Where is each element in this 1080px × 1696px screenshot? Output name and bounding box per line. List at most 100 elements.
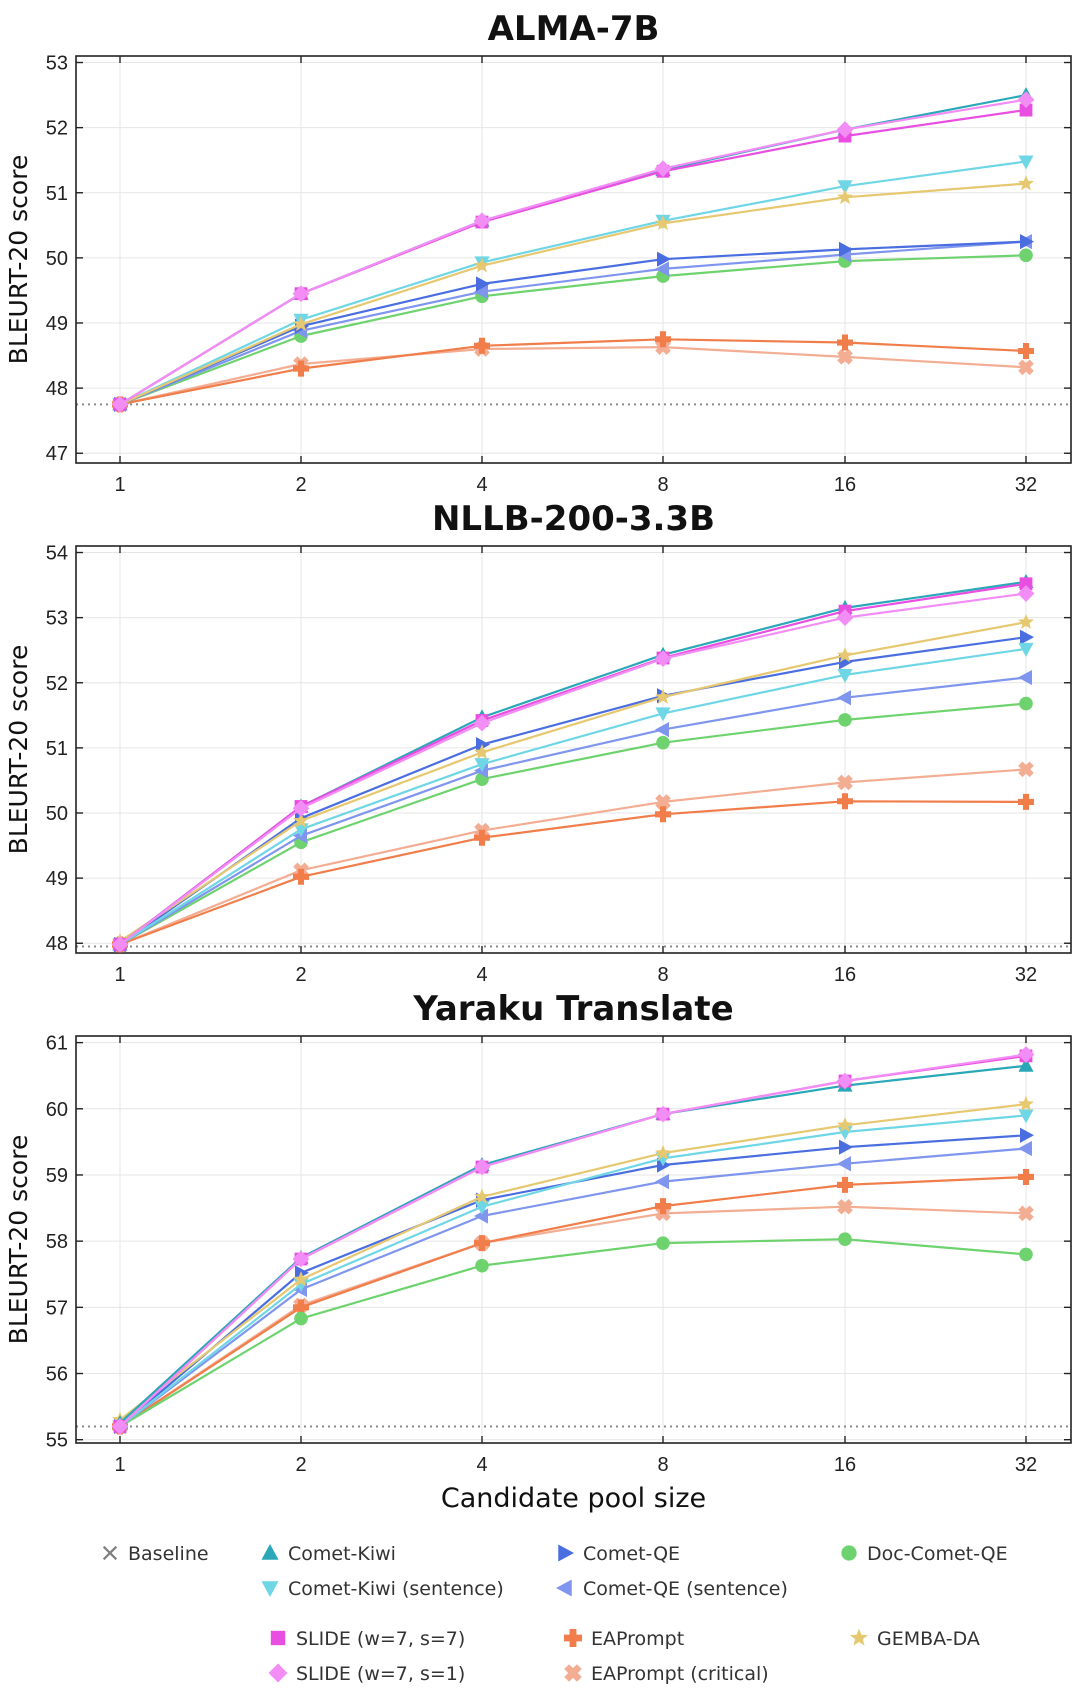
x-tick-label: 32 — [1015, 1454, 1037, 1476]
legend-marker — [261, 1581, 279, 1597]
data-point — [292, 800, 310, 817]
data-point — [654, 650, 672, 668]
data-point — [655, 794, 671, 810]
legend-marker — [564, 1664, 582, 1682]
y-tick-label: 58 — [46, 1231, 68, 1253]
data-point — [1018, 1168, 1034, 1185]
data-point — [293, 315, 309, 332]
data-point — [1018, 342, 1034, 359]
data-point — [657, 251, 671, 267]
y-tick-label: 55 — [46, 1430, 68, 1452]
data-point — [1018, 642, 1034, 657]
data-point — [474, 758, 490, 773]
data-point — [655, 214, 671, 231]
data-point — [837, 774, 853, 791]
series-line — [119, 1053, 1027, 1428]
series-eaprompt-critical — [112, 761, 1034, 953]
x-tick-label: 1 — [114, 1454, 125, 1476]
series-comet-kiwi-sentence — [112, 1109, 1034, 1435]
data-point — [293, 360, 309, 377]
legend-item-baseline: Baseline — [102, 1543, 209, 1565]
x-tick-label: 16 — [834, 1454, 856, 1476]
series-line — [119, 1134, 1027, 1428]
legend-marker — [841, 1545, 857, 1561]
data-point — [1019, 577, 1033, 591]
data-point — [1018, 359, 1034, 376]
data-point — [837, 647, 853, 663]
legend-item-doc-comet-qe: Doc-Comet-QE — [841, 1543, 1008, 1565]
series-slide-w-7-s-1 — [111, 91, 1035, 413]
legend-item-slide-w-7-s-1: SLIDE (w=7, s=1) — [268, 1663, 465, 1685]
series-comet-kiwi — [112, 87, 1034, 411]
legend-label: Baseline — [128, 1543, 209, 1565]
data-point — [837, 690, 851, 706]
data-point — [654, 160, 672, 178]
y-tick-label: 59 — [46, 1165, 68, 1187]
x-tick-label: 16 — [834, 474, 856, 496]
y-tick-label: 51 — [46, 738, 68, 760]
x-tick-label: 16 — [834, 964, 856, 986]
x-tick-label: 8 — [657, 964, 668, 986]
legend-label: SLIDE (w=7, s=1) — [296, 1663, 465, 1685]
legend-item-gemba-da: GEMBA-DA — [850, 1628, 980, 1650]
x-axis-label: Candidate pool size — [441, 1483, 706, 1514]
data-point — [1018, 793, 1034, 810]
series-gemba-da — [112, 1095, 1034, 1427]
series-line — [119, 582, 1027, 946]
series-line — [119, 254, 1027, 406]
data-point — [476, 737, 490, 753]
legend-item-slide-w-7-s-7: SLIDE (w=7, s=7) — [270, 1628, 465, 1650]
data-point — [474, 829, 490, 846]
series-slide-w-7-s-1 — [111, 585, 1035, 953]
data-point — [474, 337, 490, 354]
y-tick-label: 49 — [46, 313, 68, 335]
y-tick-label: 47 — [46, 443, 68, 465]
series-line — [119, 240, 1027, 406]
data-point — [1018, 1057, 1034, 1072]
data-point — [839, 241, 853, 258]
data-point — [655, 722, 669, 738]
series-line — [119, 768, 1027, 946]
data-point — [656, 735, 670, 750]
y-tick-label: 48 — [46, 378, 68, 400]
x-tick-label: 2 — [295, 964, 306, 986]
y-tick-label: 53 — [46, 53, 68, 75]
data-point — [473, 714, 491, 732]
data-point — [293, 1271, 309, 1287]
legend-marker — [270, 1630, 286, 1646]
x-tick-label: 4 — [476, 474, 487, 496]
legend-marker — [556, 1579, 572, 1597]
series-line — [119, 1238, 1027, 1428]
y-tick-label: 52 — [46, 673, 68, 695]
data-point — [476, 276, 490, 292]
series-gemba-da — [112, 613, 1034, 949]
data-point — [1020, 233, 1034, 250]
legend-label: Comet-Kiwi — [288, 1543, 396, 1565]
series-line — [119, 338, 1027, 406]
data-point — [837, 668, 853, 683]
data-point — [654, 1105, 672, 1123]
y-tick-label: 50 — [46, 248, 68, 270]
legend-label: EAPrompt (critical) — [591, 1663, 769, 1685]
data-point — [1018, 1109, 1034, 1124]
y-tick-label: 49 — [46, 868, 68, 890]
data-point — [1018, 1095, 1034, 1111]
legend-item-comet-kiwi: Comet-Kiwi — [261, 1543, 396, 1565]
data-point — [294, 1311, 308, 1326]
chart-title: ALMA-7B — [488, 9, 660, 49]
y-tick-label: 52 — [46, 118, 68, 140]
data-point — [838, 1232, 852, 1246]
data-point — [293, 812, 309, 828]
legend-marker — [102, 1545, 118, 1561]
x-tick-label: 2 — [295, 474, 306, 496]
y-tick-label: 60 — [46, 1099, 68, 1121]
data-point — [292, 1250, 310, 1268]
plot-frame — [75, 545, 1072, 954]
data-point — [111, 936, 129, 953]
data-point — [473, 1158, 491, 1176]
data-point — [474, 744, 490, 760]
legend-marker — [564, 1629, 583, 1647]
legend-label: Comet-QE — [583, 1543, 680, 1565]
